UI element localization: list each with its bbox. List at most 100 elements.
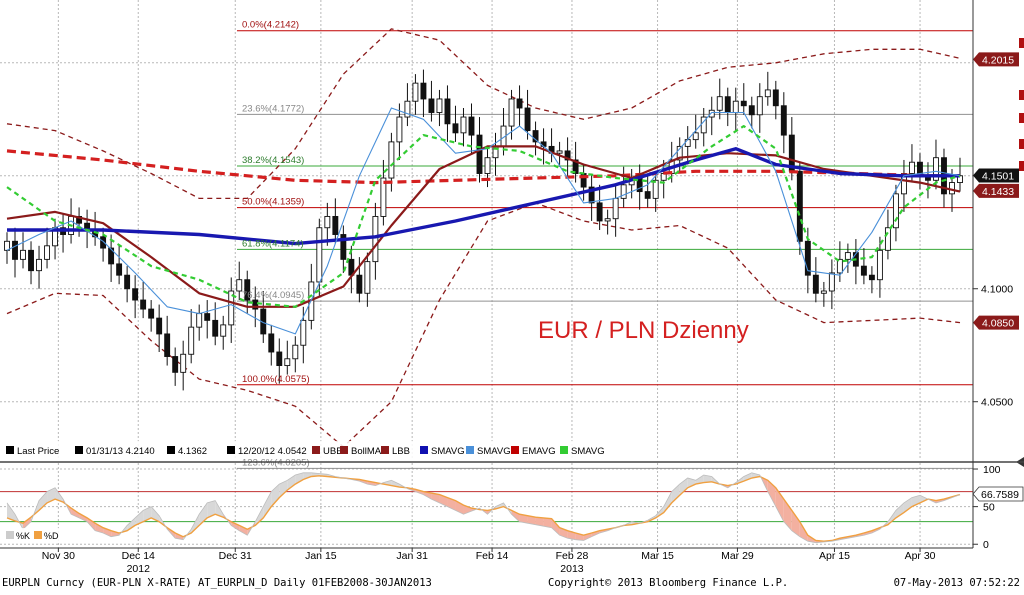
legend-swatch	[511, 446, 519, 454]
value-tag: 4.0850	[973, 315, 1019, 330]
value-tag-box	[973, 315, 1019, 330]
legend-item: SMAVG	[560, 446, 605, 457]
legend-label: EMAVG	[522, 446, 556, 457]
oscillator-fill	[7, 502, 16, 521]
candle-body-up	[692, 132, 699, 141]
candle	[820, 281, 827, 307]
legend-swatch	[340, 446, 348, 454]
right-price-axis: 4.1000 4.0500 4.2015 4.1501 4.1433 4.0850 100 5…	[972, 38, 1024, 551]
oscillator-fill	[239, 525, 248, 536]
candle-body-up	[236, 279, 243, 292]
oscillator-fill	[591, 530, 600, 537]
candle-body-up	[836, 258, 843, 274]
oscillator-fill	[799, 521, 808, 542]
candle-body-up	[844, 252, 851, 260]
candle	[460, 107, 467, 147]
candle	[748, 96, 755, 129]
candle	[604, 209, 611, 235]
candle-body-up	[892, 193, 899, 229]
candle-body-down	[428, 98, 435, 113]
candle	[236, 261, 243, 301]
candle-body-up	[388, 141, 395, 179]
fibonacci-lines	[237, 30, 973, 469]
candle	[172, 347, 179, 386]
candle-body-up	[292, 344, 299, 360]
indicator-lines-under	[6, 28, 961, 448]
candle	[404, 83, 411, 127]
candle-body-up	[372, 215, 379, 263]
candle	[780, 92, 787, 154]
legend-item: 4.1362	[167, 446, 207, 457]
candle	[396, 103, 403, 160]
legend-swatch	[227, 446, 235, 454]
legend-label: UBB	[323, 446, 343, 457]
indicator-lines-over	[6, 107, 961, 335]
footer-center: Copyright© 2013 Bloomberg Finance L.P.	[548, 577, 788, 589]
candle-body-up	[933, 157, 939, 181]
candle-body-down	[148, 308, 155, 319]
candle-body-down	[804, 240, 811, 276]
oscillator-fill	[495, 502, 504, 509]
candle-body-down	[468, 116, 475, 136]
candle-body-down	[860, 265, 867, 276]
candle	[764, 71, 771, 106]
oscillator-fill	[127, 517, 136, 531]
oscillator-legend-background	[0, 528, 60, 542]
candle	[188, 309, 195, 364]
candle-body-down	[748, 105, 755, 116]
candle-body-down	[796, 170, 803, 242]
candle	[876, 236, 883, 298]
footer-right: 07-May-2013 07:52:22	[894, 577, 1020, 589]
oscillator-fill	[895, 502, 904, 518]
candle-body-up	[228, 290, 235, 326]
price-tick-label: 4.0500	[981, 397, 1013, 409]
date-tick-label: Feb 28	[556, 550, 589, 562]
candle-body-down	[156, 317, 163, 335]
value-tag: 4.1501	[973, 168, 1019, 183]
chart-annotation: EUR / PLN Dzienny	[538, 317, 749, 344]
date-tick-label: Dec 31	[219, 550, 252, 562]
candle	[12, 227, 18, 278]
oscillator-fill	[527, 515, 536, 525]
candle-body-down	[444, 98, 451, 125]
oscillator-panel	[0, 472, 973, 544]
legend-swatch	[75, 446, 83, 454]
candle-body-down	[420, 82, 427, 100]
candle-body-up	[716, 96, 723, 111]
value-tag-label: 4.0850	[982, 318, 1014, 330]
fib-label: 100.0%(4.0575)	[242, 374, 310, 385]
legend-label: 4.1362	[178, 446, 207, 457]
date-tick-label: Mar 15	[641, 550, 674, 562]
oscillator-fill	[87, 517, 96, 531]
candle-body-up	[220, 324, 227, 337]
oscillator-fill	[263, 491, 272, 518]
candle	[676, 137, 683, 174]
oscillator-fill	[279, 480, 288, 498]
candle-body-down	[332, 215, 339, 235]
year-label: 2013	[560, 563, 584, 575]
candle-body-down	[204, 313, 211, 321]
legend-item: BollMA	[340, 446, 382, 457]
oscillator-fill	[743, 472, 752, 482]
candle	[884, 209, 891, 260]
footer-left: EURPLN Curncy (EUR-PLN X-RATE) AT_EURPLN…	[2, 577, 432, 589]
date-axis: Nov 30 Dec 14 Dec 31 Jan 15 Jan 31 Feb 14 Feb …	[0, 547, 973, 575]
candle-body-down	[28, 249, 34, 272]
candle-body-down	[132, 288, 139, 301]
oscillator-fill	[95, 523, 104, 533]
candle	[220, 315, 227, 350]
candle-body-down	[524, 107, 531, 132]
candle-body-down	[252, 299, 259, 310]
candle	[20, 232, 26, 269]
oscillator-fill	[671, 484, 680, 503]
legend-swatch	[312, 446, 320, 454]
candle-body-down	[572, 159, 579, 174]
legend-item: UBB	[312, 446, 343, 457]
oscillator-legend: %K %D	[0, 528, 60, 542]
candle-body-down	[516, 98, 523, 109]
legend-swatch	[466, 446, 474, 454]
oscillator-fill	[199, 502, 208, 526]
candle-body-down	[724, 96, 731, 113]
candle-body-down	[124, 274, 131, 290]
oscillator-fill	[679, 478, 688, 496]
